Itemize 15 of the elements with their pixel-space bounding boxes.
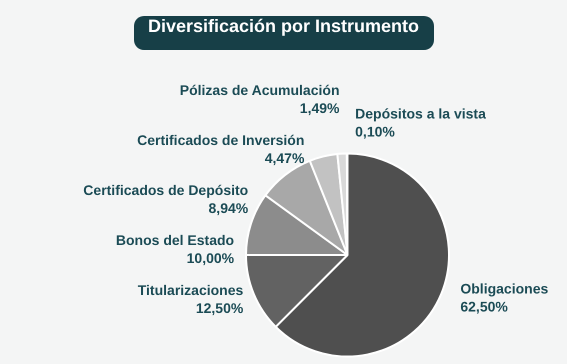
slice-label: Bonos del Estado xyxy=(116,232,234,248)
data-label: 1,49% xyxy=(300,100,340,116)
data-label: 0,10% xyxy=(355,123,396,140)
data-label: 12,50% xyxy=(196,300,244,316)
data-label: 10,00% xyxy=(186,250,235,266)
slice-label: Certificados de Depósito xyxy=(83,182,248,198)
chart-title: Diversificación por Instrumento xyxy=(134,16,434,50)
slice-label: Obligaciones xyxy=(460,280,548,296)
slice-label: Titularizaciones xyxy=(138,282,244,298)
slice-label: Certificados de Inversión xyxy=(137,132,304,148)
slice-label: Depósitos a la vista xyxy=(355,105,486,122)
data-label: 4,47% xyxy=(264,150,305,166)
data-label: 8,94% xyxy=(208,200,249,216)
slice-label: Pólizas de Acumulación xyxy=(180,82,340,98)
data-label: 62,50% xyxy=(460,298,508,314)
